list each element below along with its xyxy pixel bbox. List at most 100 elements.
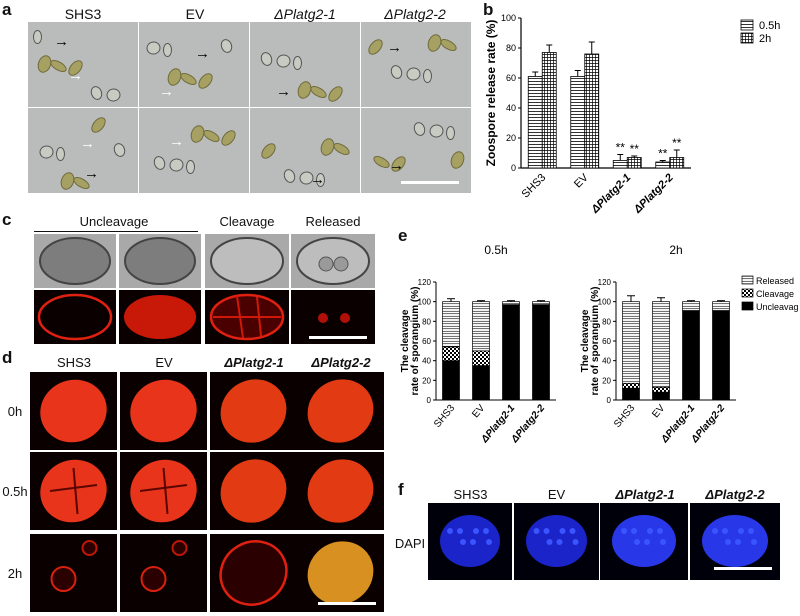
nucleus-dot [556,539,563,545]
dapi-f-3 [600,503,688,580]
bar-Cleavage-1 [472,350,490,366]
bar-0.5h-3 [655,161,671,169]
cleavage-furrow [139,484,188,492]
bar-Released-2 [682,301,700,311]
sporangium [33,30,42,44]
sporangium [293,56,302,70]
strain-label-f-3: ΔPlatg2-1 [615,487,675,502]
fluorescence-d-r3-c4 [297,534,384,612]
sporangium-stain [130,459,197,523]
sporangium [405,66,422,82]
sporangium [188,123,207,145]
bar-Uncleavage-1 [472,365,490,401]
nucleus-stain [526,515,587,567]
legend-label: Released [756,276,794,286]
sporangium [111,141,128,159]
nucleus-dot [631,528,637,534]
y-axis-label-line2: rate of sporangium (%) [410,287,421,396]
significance-mark: ** [658,147,668,161]
legend-swatch [740,32,754,44]
nucleus-dot [543,528,550,534]
bar-Uncleavage-2 [682,310,700,401]
dapi-f-1 [428,503,512,580]
micrograph-a-r1-c3: → [250,22,360,107]
sporangium [428,123,445,139]
strain-label-f-4: ΔPlatg2-2 [705,487,765,502]
y-tick-label: 20 [602,376,611,385]
bar-0.5h-2 [612,160,628,169]
micrograph-a-r1-c2: → → [139,22,249,107]
bar-2h-3 [669,157,685,169]
arrow-icon: → [84,165,99,182]
sporangium-stain [307,379,374,443]
significance-mark: ** [630,142,640,156]
brightfield-c-1 [34,234,116,288]
nucleus-dot [725,539,731,545]
zoospore-stain [340,313,350,323]
arrow-icon: → [54,33,69,50]
x-tick-label: ΔPlatg2-1 [589,172,634,217]
micrograph-a-r1-c1: → → [28,22,138,107]
sporangium [58,170,77,192]
sporangium-stain [40,459,107,523]
micrograph-a-r2-c4: → [361,108,471,193]
uncleavage-underline [34,231,198,232]
micrograph-a-r2-c1: → → [28,108,138,193]
y-tick-label: 0 [511,163,516,173]
released-spore [171,540,188,556]
y-tick-label: 80 [602,317,611,326]
fluorescence-d-r3-c1 [30,534,117,612]
sporangium-stain [219,540,288,606]
sporangium [295,79,314,101]
nucleus-dot [460,539,466,545]
cleavage-furrow [49,484,98,492]
fluorescence-d-r1-c3 [210,372,297,450]
sporangium-outline [39,237,111,285]
sporangium [281,167,298,185]
sporangium [258,50,275,68]
panel-label-c: c [2,210,12,229]
sporangium [316,173,325,187]
panel-label-f: f [398,480,404,499]
sporangium [411,120,428,138]
strain-label-f-1: SHS3 [453,487,488,502]
nucleus-dot [647,528,653,534]
nucleus-dot [569,528,576,534]
arrow-icon: → [276,83,291,100]
sporangium [365,36,386,58]
uncleavage-label: Uncleavage [79,214,149,229]
x-tick-label: SHS3 [520,172,549,201]
significance-mark: ** [672,136,682,150]
sporangium [186,160,195,174]
y-tick-label: 40 [602,357,611,366]
nucleus-dot [722,528,728,534]
membrane-stain [124,295,196,339]
fluorescence-c-2 [119,290,201,344]
y-axis-label: Zoospore release rate (%) [484,20,498,167]
legend-label: 2h [759,33,771,45]
sporangium [151,154,168,172]
sporangium-stain [40,379,107,443]
legend-swatch [740,19,754,31]
nucleus-dot [735,539,741,545]
x-tick-label: EV [650,403,667,421]
sporangium [325,83,346,105]
brightfield-c-2 [119,234,201,288]
sporangium [423,69,432,83]
fluorescence-d-r3-c2 [120,534,207,612]
sporangium [38,144,55,160]
strain-label-d-3: ΔPlatg2-1 [224,355,284,370]
panel-label-d: d [2,348,13,367]
y-tick-label: 100 [501,13,516,23]
nucleus-dot [738,528,744,534]
legend-swatch [741,275,754,285]
bar-Cleavage-1 [652,386,670,393]
arrow-icon: → [310,171,325,188]
y-axis-label: The cleavage [580,309,591,372]
nucleus-dot [621,528,627,534]
sporangium [448,149,467,171]
micrograph-a-r2-c2: → [139,108,249,193]
x-tick-label: EV [572,171,591,190]
cleavage-furrow [162,467,169,515]
